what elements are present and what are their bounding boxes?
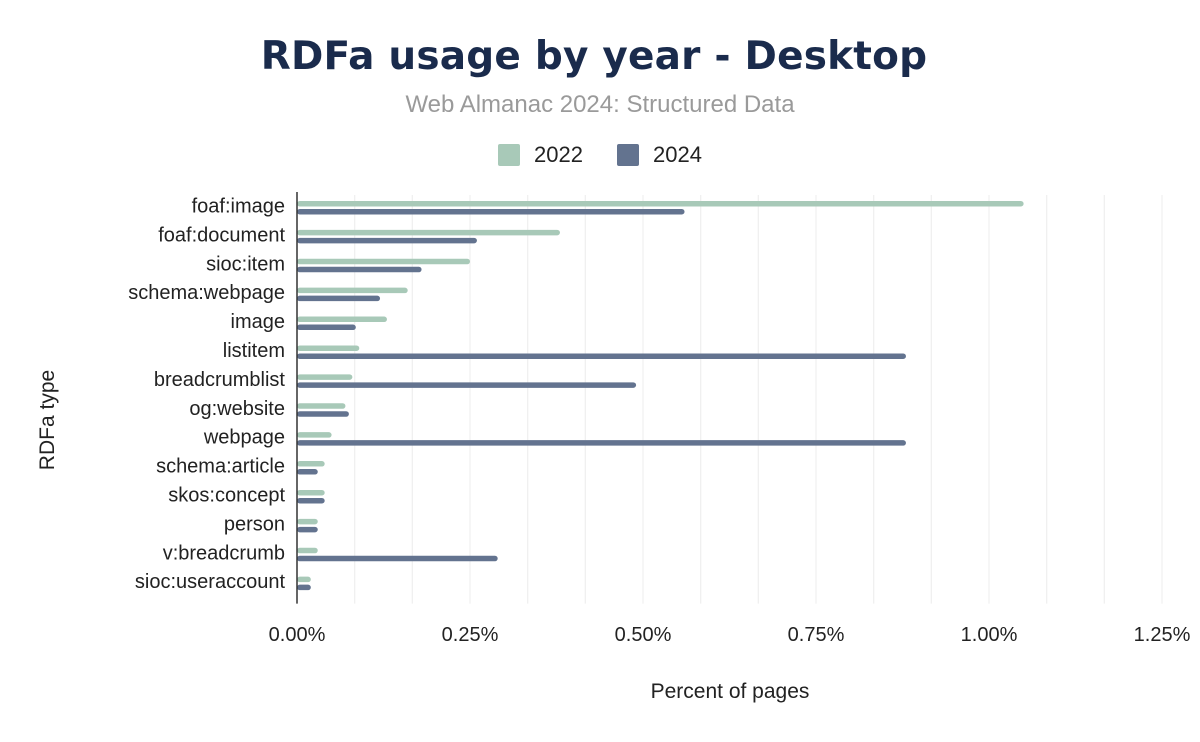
y-tick-label: v:breadcrumb	[163, 542, 285, 564]
y-tick-label: sioc:useraccount	[135, 571, 286, 593]
bar-2022-v:breadcrumb	[297, 547, 318, 554]
x-tick-label: 0.00%	[269, 624, 326, 646]
x-axis-title: Percent of pages	[650, 680, 810, 703]
bar-2024-breadcrumblist	[297, 382, 637, 388]
y-tick-label: skos:concept	[168, 484, 285, 506]
x-tick-label: 1.00%	[961, 624, 1018, 646]
y-tick-label: breadcrumblist	[154, 369, 286, 391]
y-tick-label: webpage	[203, 427, 285, 449]
legend-swatch-2022	[498, 144, 521, 166]
y-tick-label: og:website	[189, 398, 285, 420]
bar-2022-schema:article	[297, 461, 325, 467]
bar-2024-v:breadcrumb	[297, 555, 498, 562]
legend-item-2024[interactable]: 2024	[617, 142, 702, 168]
x-tick-label: 0.50%	[615, 624, 672, 646]
bar-2022-listitem	[297, 345, 360, 351]
bar-2024-webpage	[297, 440, 906, 446]
bar-2024-image	[297, 324, 356, 331]
x-tick-label: 1.25%	[1134, 624, 1191, 646]
y-tick-label: image	[231, 311, 285, 333]
chart-subtitle: Web Almanac 2024: Structured Data	[405, 91, 795, 118]
y-tick-label: schema:webpage	[128, 282, 285, 304]
bar-2022-breadcrumblist	[297, 374, 353, 380]
chart-title: RDFa usage by year - Desktop	[260, 34, 928, 79]
bar-2024-listitem	[297, 353, 906, 359]
bar-2024-skos:concept	[297, 497, 325, 504]
bar-2022-schema:webpage	[297, 287, 408, 294]
bar-2024-og:website	[297, 411, 349, 417]
bar-2022-foaf:image	[297, 200, 1024, 207]
y-tick-label: listitem	[223, 340, 285, 362]
y-tick-label: sioc:item	[206, 253, 285, 275]
bar-2022-sioc:useraccount	[297, 576, 311, 583]
bar-2024-foaf:document	[297, 237, 477, 244]
y-tick-label: foaf:image	[192, 195, 285, 217]
x-tick-label: 0.75%	[788, 624, 845, 646]
y-tick-label: foaf:document	[158, 224, 285, 246]
bar-2024-sioc:useraccount	[297, 584, 311, 591]
bar-2024-sioc:item	[297, 266, 422, 273]
legend: 2022 2024	[0, 142, 1200, 168]
bar-2022-foaf:document	[297, 229, 560, 236]
bar-2024-foaf:image	[297, 208, 685, 215]
bar-2024-schema:webpage	[297, 295, 381, 302]
bar-2022-sioc:item	[297, 258, 470, 265]
bar-2022-og:website	[297, 403, 346, 409]
bar-2022-webpage	[297, 432, 332, 438]
legend-item-2022[interactable]: 2022	[498, 142, 583, 168]
bar-2022-skos:concept	[297, 489, 325, 496]
bar-2022-person	[297, 518, 318, 525]
bar-2024-person	[297, 526, 318, 533]
y-tick-label: schema:article	[156, 456, 285, 478]
legend-label-2024: 2024	[653, 142, 702, 167]
bar-2024-schema:article	[297, 469, 318, 475]
legend-swatch-2024	[617, 144, 639, 166]
y-tick-label: person	[224, 513, 285, 535]
x-tick-label: 0.25%	[442, 624, 499, 646]
legend-label-2022: 2022	[534, 142, 583, 167]
bar-2022-image	[297, 316, 387, 323]
